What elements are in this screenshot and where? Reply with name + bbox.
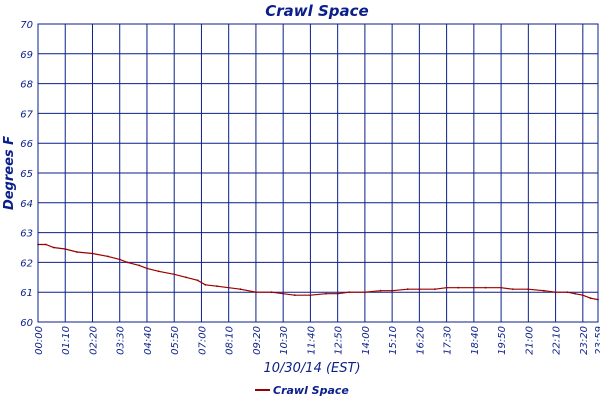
x-tick-label: 11:40 [306,326,317,355]
data-point [325,292,327,295]
data-point [196,279,199,282]
x-tick-label: 22:10 [552,326,563,355]
x-tick-label: 03:30 [116,326,127,355]
data-point [126,261,129,264]
data-point [157,270,160,273]
data-point [76,251,78,253]
data-point [511,288,514,291]
data-point [185,276,187,279]
x-tick-label: 19:50 [497,326,508,355]
x-tick-label: 09:20 [252,326,263,355]
chart-title: Crawl Space [265,2,368,20]
data-point [527,288,530,291]
data-point [445,286,448,289]
legend-label: Crawl Space [273,384,349,397]
x-tick-label: 17:30 [443,326,454,355]
data-point [364,291,366,294]
data-point [204,283,207,286]
x-tick-label: 00:00 [34,326,45,355]
y-tick-label: 63 [20,229,33,240]
data-point [173,273,176,276]
x-tick-label: 12:50 [334,326,345,355]
data-point [473,286,475,289]
x-tick-label: 18:40 [470,326,481,355]
series-layer [37,243,599,301]
x-tick-label: 23:20 [579,326,590,355]
data-point [255,291,257,294]
y-tick-label: 60 [20,318,33,329]
data-point [64,248,67,250]
data-point [138,264,141,267]
y-tick-label: 68 [20,80,33,91]
y-tick-label: 66 [20,139,33,150]
x-tick-label: 08:10 [225,326,236,355]
y-tick-label: 69 [20,50,33,61]
data-point [566,291,569,294]
data-point [91,252,94,255]
x-tick-label: 10:30 [279,326,290,355]
data-point [336,292,339,295]
x-tick-label: 02:20 [88,326,99,355]
data-point [484,286,487,289]
x-tick-label: 07:00 [197,326,208,355]
data-point [118,258,121,261]
y-tick-label: 70 [20,20,33,31]
data-point [543,289,545,292]
x-tick-label: 05:50 [170,326,181,355]
y-tick-label: 64 [20,199,33,210]
data-point [107,255,109,258]
data-point [270,291,273,294]
data-point [293,294,296,297]
legend: Crawl Space [255,384,349,397]
data-point [589,297,592,300]
data-point [44,243,47,246]
data-point [146,267,148,270]
data-point [434,288,436,291]
x-tick-label: 15:10 [388,326,399,355]
data-point [52,246,55,249]
data-point [554,291,557,294]
data-point [418,288,421,291]
data-point [457,286,460,289]
label-layer: Crawl Space Degrees F 10/30/14 (EST) [2,2,369,376]
plot-frame [37,23,599,323]
x-tick-label: 23:59 [594,326,600,355]
x-tick-label: 16:20 [415,326,426,355]
series-line [38,243,599,301]
data-point [391,289,393,292]
data-point [406,288,409,291]
x-tick-label: 21:00 [524,326,535,355]
data-point [574,292,576,295]
x-axis-label: 10/30/14 (EST) [263,361,360,376]
y-axis-label: Degrees F [2,136,17,210]
data-point [309,294,312,297]
x-tick-label: 04:40 [143,326,154,355]
y-tick-label: 61 [20,288,33,299]
y-tick-label: 67 [20,109,33,120]
data-point [581,294,584,297]
data-point [282,292,285,295]
data-point [348,291,351,294]
grid-layer [37,23,599,323]
data-point [216,285,218,288]
y-tick-label: 62 [20,258,33,269]
data-point [379,289,382,292]
axis-layer: 60 61 62 63 64 65 66 67 68 69 70 00:00 01:10 02:20 03:… [20,20,600,355]
y-tick-label: 65 [20,169,33,180]
data-point [227,286,230,289]
x-tick-label: 01:10 [61,326,72,355]
data-point [239,288,242,291]
x-tick-label: 14:00 [361,326,372,355]
data-point [500,286,502,289]
